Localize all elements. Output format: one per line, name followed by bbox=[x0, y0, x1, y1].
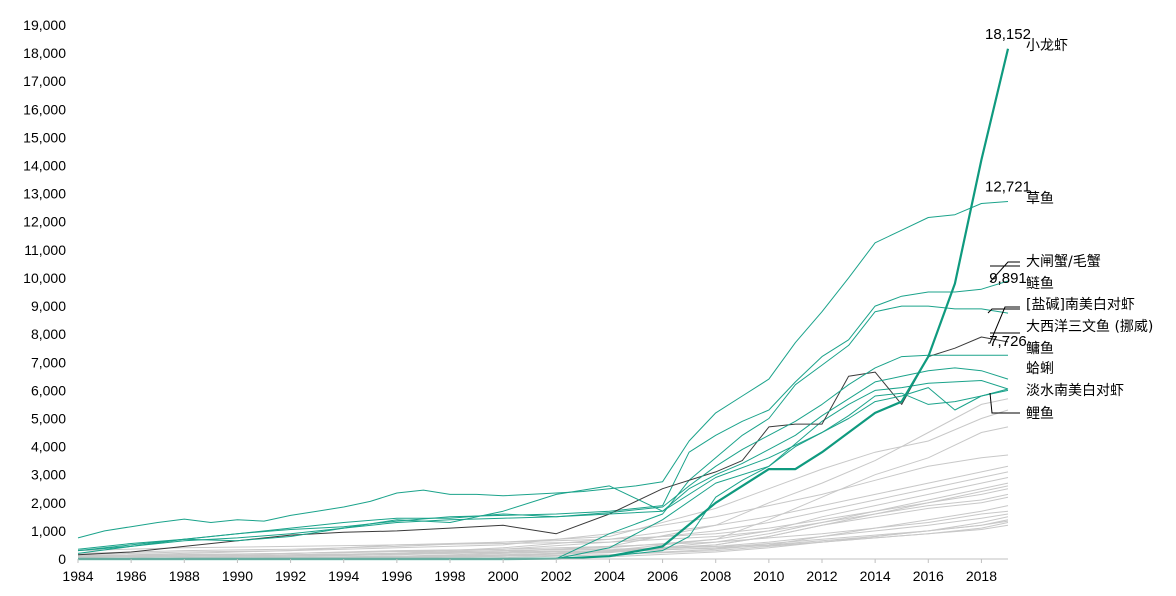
background-series-group bbox=[77, 398, 1009, 560]
background-series-line-16 bbox=[77, 465, 1009, 560]
x-tick-label: 2010 bbox=[753, 568, 784, 584]
series-label: 小龙虾 bbox=[1026, 38, 1068, 54]
label-leader-line bbox=[988, 306, 1020, 344]
y-tick-label: 5,000 bbox=[31, 410, 66, 426]
y-tick-label: 19,000 bbox=[23, 17, 66, 33]
series-label: 鳙鱼 bbox=[1026, 340, 1054, 357]
y-tick-label: 17,000 bbox=[23, 73, 66, 89]
x-tick-labels: 1984 1986 1988 1990 1992 1994 1996 1998 2000 2002… bbox=[62, 559, 997, 584]
background-series-line-3 bbox=[77, 398, 1009, 560]
background-series-line-2 bbox=[77, 409, 1009, 557]
data-label: 9,891 bbox=[989, 270, 1027, 287]
y-tick-label: 13,000 bbox=[23, 186, 66, 202]
series-line-10 bbox=[77, 387, 1009, 554]
x-tick-label: 2004 bbox=[594, 568, 625, 584]
label-leader-line bbox=[989, 261, 1020, 283]
y-tick-label: 9,000 bbox=[31, 298, 66, 314]
series-line-9 bbox=[78, 389, 1009, 560]
y-tick-label: 10,000 bbox=[23, 270, 66, 286]
series-line-4 bbox=[77, 280, 1009, 550]
x-tick-label: 1986 bbox=[116, 568, 147, 584]
x-tick-label: 1998 bbox=[434, 568, 465, 584]
background-series-line-9 bbox=[77, 505, 1009, 557]
y-tick-label: 7,000 bbox=[31, 354, 66, 370]
x-tick-label: 1992 bbox=[275, 568, 306, 584]
series-line-6 bbox=[77, 336, 1009, 556]
label-leader-line bbox=[987, 308, 1020, 314]
y-tick-label: 0 bbox=[58, 551, 66, 567]
x-tick-label: 2014 bbox=[860, 568, 891, 584]
y-tick-label: 16,000 bbox=[23, 101, 66, 117]
series-label: 鲢鱼 bbox=[1026, 275, 1054, 292]
x-tick-label: 1994 bbox=[328, 568, 359, 584]
series-label: 大西洋三文鱼 (挪威) bbox=[1026, 318, 1153, 335]
label-leader-lines bbox=[987, 261, 1020, 414]
background-series-line-4 bbox=[77, 454, 1009, 556]
y-tick-label: 15,000 bbox=[23, 129, 66, 145]
data-label: 18,152 bbox=[985, 26, 1031, 43]
y-tick-label: 6,000 bbox=[31, 382, 66, 398]
x-tick-label: 1988 bbox=[169, 568, 200, 584]
y-tick-label: 8,000 bbox=[31, 326, 66, 342]
x-tick-label: 2006 bbox=[647, 568, 678, 584]
series-label: 鲤鱼 bbox=[1026, 405, 1054, 422]
x-tick-label: 2008 bbox=[700, 568, 731, 584]
series-line-8 bbox=[77, 367, 1009, 552]
x-tick-label: 2018 bbox=[966, 568, 997, 584]
y-tick-label: 2,000 bbox=[31, 495, 66, 511]
y-tick-label: 11,000 bbox=[24, 242, 66, 258]
series-line-7 bbox=[77, 354, 1008, 552]
x-tick-label: 2000 bbox=[488, 568, 519, 584]
x-tick-label: 2002 bbox=[541, 568, 572, 584]
series-label: 草鱼 bbox=[1026, 190, 1054, 207]
x-tick-label: 1996 bbox=[381, 568, 412, 584]
y-tick-labels: 0 1,000 2,000 3,000 4,000 5,000 6,000 7,000 8,00… bbox=[23, 17, 66, 567]
x-tick-label: 1990 bbox=[222, 568, 253, 584]
series-line-2 bbox=[77, 201, 1009, 539]
series-label: 淡水南美白对虾 bbox=[1026, 383, 1124, 399]
y-tick-label: 3,000 bbox=[31, 467, 66, 483]
series-label: 大闸蟹/毛蟹 bbox=[1026, 254, 1101, 270]
series-line-3 bbox=[78, 380, 1009, 560]
x-tick-label: 2016 bbox=[913, 568, 944, 584]
data-labels: 18,152 12,721 9,891 7,726 bbox=[985, 26, 1031, 350]
y-tick-label: 14,000 bbox=[23, 158, 66, 174]
y-tick-label: 18,000 bbox=[23, 45, 66, 61]
series-label: 蛤蜊 bbox=[1026, 361, 1054, 377]
y-tick-label: 12,000 bbox=[23, 214, 66, 230]
series-label: [盐碱]南美白对虾 bbox=[1026, 297, 1135, 313]
data-label: 7,726 bbox=[989, 333, 1027, 350]
y-tick-label: 1,000 bbox=[31, 523, 66, 539]
label-leader-line bbox=[989, 392, 1020, 414]
background-series-line-19 bbox=[77, 524, 1009, 558]
data-label: 12,721 bbox=[985, 178, 1031, 195]
x-tick-label: 1984 bbox=[62, 568, 93, 584]
series-line-5 bbox=[78, 305, 1009, 560]
y-tick-label: 4,000 bbox=[31, 439, 66, 455]
x-tick-label: 2012 bbox=[806, 568, 837, 584]
background-series-line-15 bbox=[77, 493, 1009, 552]
